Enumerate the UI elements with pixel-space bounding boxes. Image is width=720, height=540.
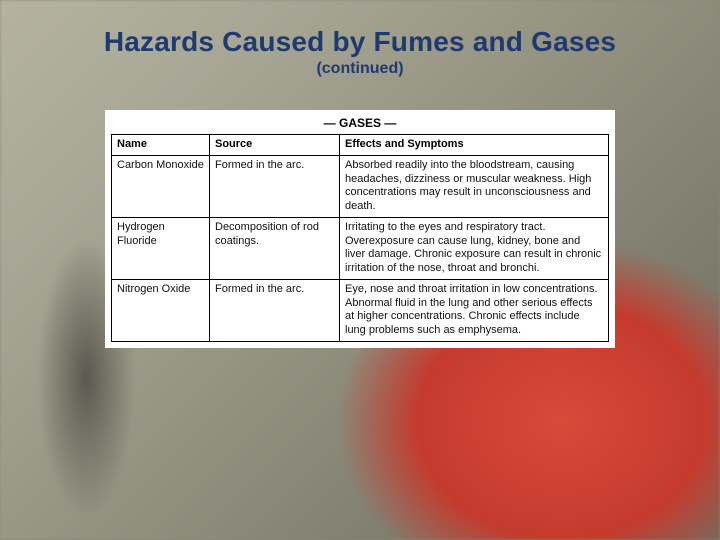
slide-title: Hazards Caused by Fumes and Gases xyxy=(40,26,680,58)
cell-effects: Irritating to the eyes and respiratory t… xyxy=(340,217,609,279)
cell-source: Formed in the arc. xyxy=(210,279,340,341)
gases-table: Name Source Effects and Symptoms Carbon … xyxy=(111,134,609,342)
cell-source: Decomposition of rod coatings. xyxy=(210,217,340,279)
col-header-effects: Effects and Symptoms xyxy=(340,135,609,156)
table-row: Hydrogen Fluoride Decomposition of rod c… xyxy=(112,217,609,279)
cell-effects: Eye, nose and throat irritation in low c… xyxy=(340,279,609,341)
cell-source: Formed in the arc. xyxy=(210,155,340,217)
cell-name: Hydrogen Fluoride xyxy=(112,217,210,279)
slide-content: Hazards Caused by Fumes and Gases (conti… xyxy=(0,0,720,540)
cell-effects: Absorbed readily into the bloodstream, c… xyxy=(340,155,609,217)
col-header-name: Name xyxy=(112,135,210,156)
table-caption: — GASES — xyxy=(111,114,609,134)
col-header-source: Source xyxy=(210,135,340,156)
table-row: Carbon Monoxide Formed in the arc. Absor… xyxy=(112,155,609,217)
table-header-row: Name Source Effects and Symptoms xyxy=(112,135,609,156)
slide-subtitle: (continued) xyxy=(40,60,680,78)
gases-table-container: — GASES — Name Source Effects and Sympto… xyxy=(105,110,615,348)
cell-name: Nitrogen Oxide xyxy=(112,279,210,341)
table-row: Nitrogen Oxide Formed in the arc. Eye, n… xyxy=(112,279,609,341)
cell-name: Carbon Monoxide xyxy=(112,155,210,217)
